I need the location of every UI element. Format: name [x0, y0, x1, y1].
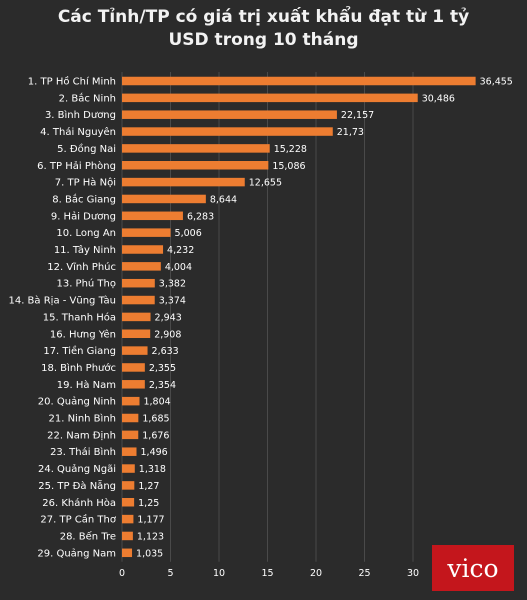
value-label: 1,123 — [137, 531, 164, 542]
category-label: 8. Bắc Giang — [52, 192, 116, 205]
bar — [122, 144, 270, 153]
x-tick-label: 5 — [167, 568, 173, 579]
x-tick-label: 30 — [407, 568, 419, 579]
bar — [122, 127, 333, 136]
category-label: 7. TP Hà Nội — [55, 177, 116, 189]
category-label: 5. Đồng Nai — [57, 143, 116, 155]
bar — [122, 245, 164, 254]
vico-logo: vico — [432, 545, 514, 591]
category-label: 2. Bắc Ninh — [59, 91, 116, 104]
value-label: 6,283 — [187, 211, 214, 222]
value-label: 15,086 — [272, 161, 305, 172]
value-label: 2,943 — [155, 312, 182, 323]
category-label: 20. Quảng Ninh — [38, 396, 116, 408]
value-label: 3,382 — [159, 279, 186, 290]
value-label: 22,157 — [341, 110, 374, 121]
bar — [122, 447, 137, 456]
category-label: 1. TP Hồ Chí Minh — [28, 76, 116, 88]
value-label: 1,25 — [138, 498, 159, 509]
category-label: 28. Bến Tre — [60, 530, 116, 542]
value-label: 1,27 — [138, 481, 159, 492]
bar — [122, 312, 151, 322]
value-label: 1,035 — [136, 548, 163, 559]
x-tick-label: 10 — [213, 568, 225, 579]
x-tick-label: 20 — [310, 568, 322, 579]
x-tick-label: 0 — [119, 568, 125, 579]
value-label: 8,644 — [210, 194, 237, 205]
bar — [122, 430, 139, 440]
value-label: 15,228 — [274, 144, 307, 155]
category-label: 3. Bình Dương — [45, 109, 116, 121]
bar — [122, 194, 206, 204]
value-label: 3,374 — [159, 296, 186, 307]
bar — [122, 531, 133, 541]
category-label: 26. Khánh Hòa — [42, 497, 116, 509]
bar — [122, 228, 171, 237]
bar — [122, 380, 145, 389]
value-label: 30,486 — [422, 93, 455, 104]
value-label: 5,006 — [175, 228, 202, 239]
bar — [122, 211, 183, 221]
category-label: 4. Thái Nguyên — [40, 126, 116, 138]
value-label: 2,354 — [149, 380, 176, 391]
category-label: 9. Hải Dương — [51, 210, 116, 222]
x-tick-label: 25 — [358, 568, 370, 579]
value-label: 12,655 — [249, 178, 282, 189]
bar — [122, 396, 140, 406]
value-label: 4,004 — [165, 262, 192, 273]
bar — [122, 177, 245, 187]
bar — [122, 548, 133, 558]
category-label: 10. Long An — [56, 228, 116, 239]
category-label: 16. Hưng Yên — [50, 328, 116, 340]
value-label: 1,496 — [141, 447, 168, 458]
category-label: 21. Ninh Bình — [48, 413, 116, 425]
category-label: 23. Thái Bình — [50, 446, 116, 458]
category-label: 24. Quảng Ngãi — [38, 463, 116, 475]
bar — [122, 413, 139, 423]
bar — [122, 93, 418, 103]
bar — [122, 329, 151, 338]
chart-title-line-1: Các Tỉnh/TP có giá trị xuất khẩu đạt từ … — [57, 7, 470, 27]
value-label: 1,804 — [143, 397, 170, 408]
category-label: 29. Quảng Nam — [37, 547, 116, 559]
bar — [122, 363, 145, 372]
category-label: 13. Phú Thọ — [56, 278, 116, 290]
category-label: 25. TP Đà Nẵng — [38, 479, 116, 492]
category-label: 22. Nam Định — [47, 430, 116, 441]
category-label: 17. Tiền Giang — [43, 345, 116, 357]
bar — [122, 262, 161, 271]
category-label: 19. Hà Nam — [57, 379, 116, 391]
category-label: 14. Bà Rịa - Vũng Tàu — [8, 295, 116, 307]
value-label: 2,355 — [149, 363, 176, 374]
bar — [122, 346, 148, 355]
bar — [122, 464, 135, 473]
bar — [122, 278, 155, 288]
category-label: 18. Bình Phước — [41, 362, 116, 374]
bar — [122, 514, 134, 524]
category-label: 27. TP Cần Thơ — [40, 514, 116, 526]
x-tick-label: 15 — [261, 568, 273, 579]
bar — [122, 76, 476, 86]
bar — [122, 161, 269, 170]
bar — [122, 498, 135, 507]
category-label: 6. TP Hải Phòng — [37, 160, 116, 172]
chart-title-line-2: USD trong 10 tháng — [168, 30, 359, 50]
bar — [122, 481, 135, 490]
value-label: 1,177 — [137, 515, 164, 526]
bar — [122, 110, 337, 119]
category-label: 12. Vĩnh Phúc — [47, 261, 116, 273]
value-label: 1,318 — [139, 464, 166, 475]
bar — [122, 295, 155, 305]
value-label: 36,455 — [480, 77, 513, 88]
value-label: 4,232 — [167, 245, 194, 256]
value-label: 1,676 — [142, 430, 169, 441]
value-label: 1,685 — [142, 414, 169, 425]
value-label: 2,633 — [152, 346, 179, 357]
value-label: 21,73 — [337, 127, 364, 138]
category-label: 11. Tây Ninh — [54, 244, 116, 256]
chart-title: Các Tỉnh/TP có giá trị xuất khẩu đạt từ … — [0, 6, 527, 52]
category-label: 15. Thanh Hóa — [43, 311, 116, 323]
value-label: 2,908 — [154, 329, 181, 340]
